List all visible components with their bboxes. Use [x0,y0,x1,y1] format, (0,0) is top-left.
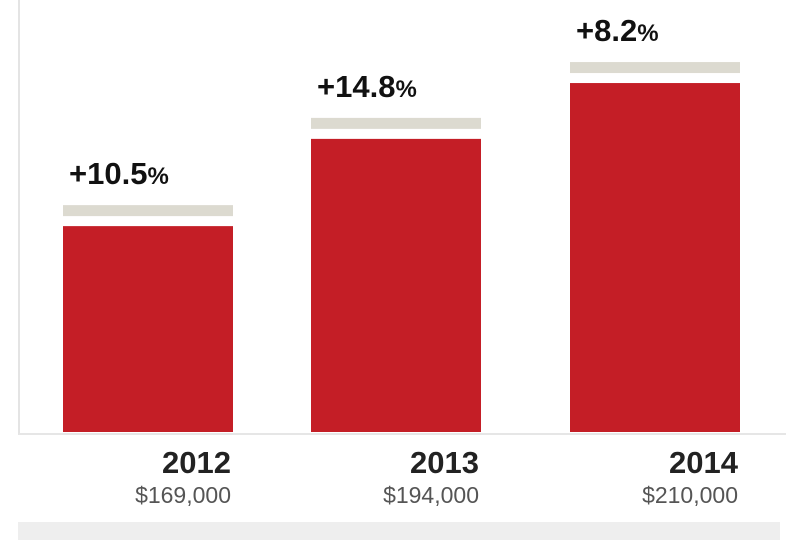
value-label-2012: $169,000 [135,482,231,508]
bar-cap-2014 [570,62,740,74]
value-label-2014: $210,000 [642,482,738,508]
change-label-2013: +14.8% [317,69,417,104]
bar-cap-2013 [311,117,481,129]
plot-area [18,0,786,435]
bar-cap-2012 [63,205,233,217]
year-label-2013: 2013 [410,445,479,480]
year-label-2014: 2014 [669,445,739,480]
year-label-2012: 2012 [162,445,231,480]
change-label-2012: +10.5% [69,156,169,191]
change-label-2014: +8.2% [576,13,659,48]
bar-2013 [311,138,481,432]
footer-band [18,522,780,540]
bar-2014 [570,83,740,432]
value-label-2013: $194,000 [383,482,479,508]
bar-2012 [63,226,233,432]
